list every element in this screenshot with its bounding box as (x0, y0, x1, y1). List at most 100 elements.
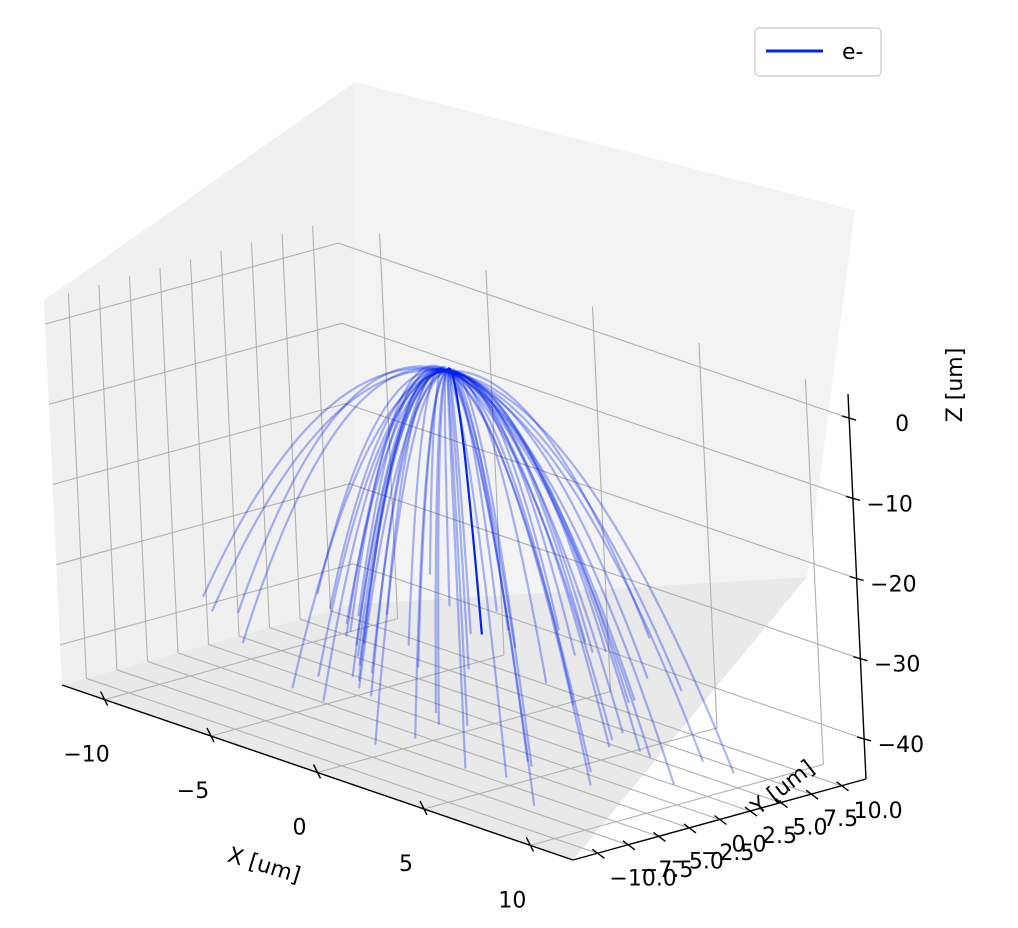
trajectory-line (443, 367, 451, 607)
trajectory-line (446, 368, 517, 649)
trajectory-line (407, 366, 449, 646)
trajectory-line (417, 370, 449, 668)
z-tick (849, 575, 864, 582)
z-tick (845, 495, 861, 501)
y-tick-label: −5.0 (671, 849, 724, 874)
grid-line-left-z (56, 483, 350, 566)
trajectory-line (446, 370, 611, 748)
trajectory-line (446, 370, 649, 679)
y-tick-label: 10.0 (854, 799, 903, 824)
trajectory-line (371, 370, 449, 674)
trajectory-line (351, 369, 449, 678)
trajectory-line (446, 368, 470, 670)
trajectory-line (322, 369, 449, 702)
trajectory-line (446, 370, 624, 734)
trajectory-line (355, 369, 449, 646)
z-tick-label: −20 (870, 573, 916, 598)
trajectory-line (446, 368, 472, 635)
trajectory-line (357, 368, 449, 682)
trajectory-line (446, 369, 548, 684)
legend-label-e: e- (842, 40, 863, 65)
trajectory-line (446, 370, 607, 653)
trajectory-line (446, 370, 508, 778)
trajectory-line (446, 369, 560, 631)
grid-lines (44, 225, 865, 854)
trajectory-line (374, 370, 449, 745)
grid-line-left-y (220, 251, 240, 637)
grid-line-back-x (591, 306, 612, 692)
trajectory-line (363, 367, 449, 645)
trajectory-line (241, 367, 449, 644)
grid-line-back-x (485, 269, 505, 656)
grid-line-floor-y (116, 669, 629, 846)
trajectory-line (446, 370, 592, 786)
grid-line-floor-y (238, 635, 751, 812)
trajectory-line (446, 370, 587, 643)
grid-line-back-x (804, 379, 824, 765)
grid-line-left-y (281, 234, 301, 620)
z-tick (841, 415, 857, 421)
y-tick (805, 789, 819, 800)
x-tick (525, 837, 535, 852)
trajectory-line (446, 370, 641, 752)
z-axis-line (847, 393, 867, 780)
trajectory-line (446, 370, 533, 767)
z-tick-label: −30 (874, 653, 920, 678)
highlighted-trajectory (446, 367, 483, 635)
x-tick (99, 691, 109, 706)
grid-line-left-y (312, 225, 332, 611)
trajectory-line (446, 369, 498, 612)
y-tick-label: 2.5 (762, 824, 797, 849)
trajectory-line (446, 370, 594, 653)
grid-line-back-z (337, 242, 850, 419)
z-tick (856, 736, 872, 742)
trajectory-line (345, 367, 449, 637)
grid-line-floor-y (147, 660, 659, 837)
grid-line-left-z (48, 322, 343, 405)
grid-line-left-z (52, 402, 346, 486)
y-tick-label: 0.0 (732, 833, 767, 858)
x-tick (312, 764, 322, 779)
grid-line-left-y (67, 293, 87, 679)
y-tick-label: −7.5 (640, 858, 693, 883)
z-tick-label: −40 (878, 733, 924, 758)
trajectory-line (446, 370, 529, 762)
grid-line-back-z (349, 483, 861, 660)
trajectory-line (446, 369, 651, 639)
y-tick (744, 806, 758, 817)
y-tick (836, 781, 850, 792)
trajectory-line (437, 370, 449, 726)
grid-line-floor-y (269, 627, 781, 804)
trajectory-line (356, 369, 449, 657)
trajectory-line (358, 369, 449, 666)
floor-pane (62, 577, 807, 860)
trajectory-line (446, 370, 683, 692)
trajectory-line (349, 364, 449, 632)
grid-line-left-z (59, 563, 354, 646)
y-tick (714, 814, 727, 826)
x-tick-label: 10 (498, 888, 526, 913)
trajectory-line (446, 370, 735, 774)
trajectory-line (370, 369, 449, 697)
trajectory-line (446, 370, 469, 727)
grid-line-left-y (250, 242, 271, 628)
trajectory-line (446, 370, 575, 706)
tick-labels: −10 −5 0 5 10 −10.0−7.5−5.0−2.50.02.55.07.510… (63, 412, 924, 913)
y-tick-label: −10.0 (609, 866, 676, 891)
trajectory-line (446, 370, 536, 806)
grid-line-back-z (352, 563, 865, 740)
trajectory-line (446, 370, 614, 741)
grid-line-back-z (341, 322, 854, 499)
grid-line-left-z (44, 242, 339, 325)
grid-line-back-x (698, 342, 718, 729)
grid-line-floor-y (177, 652, 690, 829)
trajectory-line (357, 366, 449, 617)
axes (61, 393, 872, 861)
trajectory-line (316, 368, 449, 595)
y-tick (653, 831, 666, 842)
grid-line-left-y (98, 284, 118, 670)
trajectory-line (446, 370, 704, 763)
trajectory-line (202, 367, 449, 597)
trajectory-line (446, 370, 630, 704)
